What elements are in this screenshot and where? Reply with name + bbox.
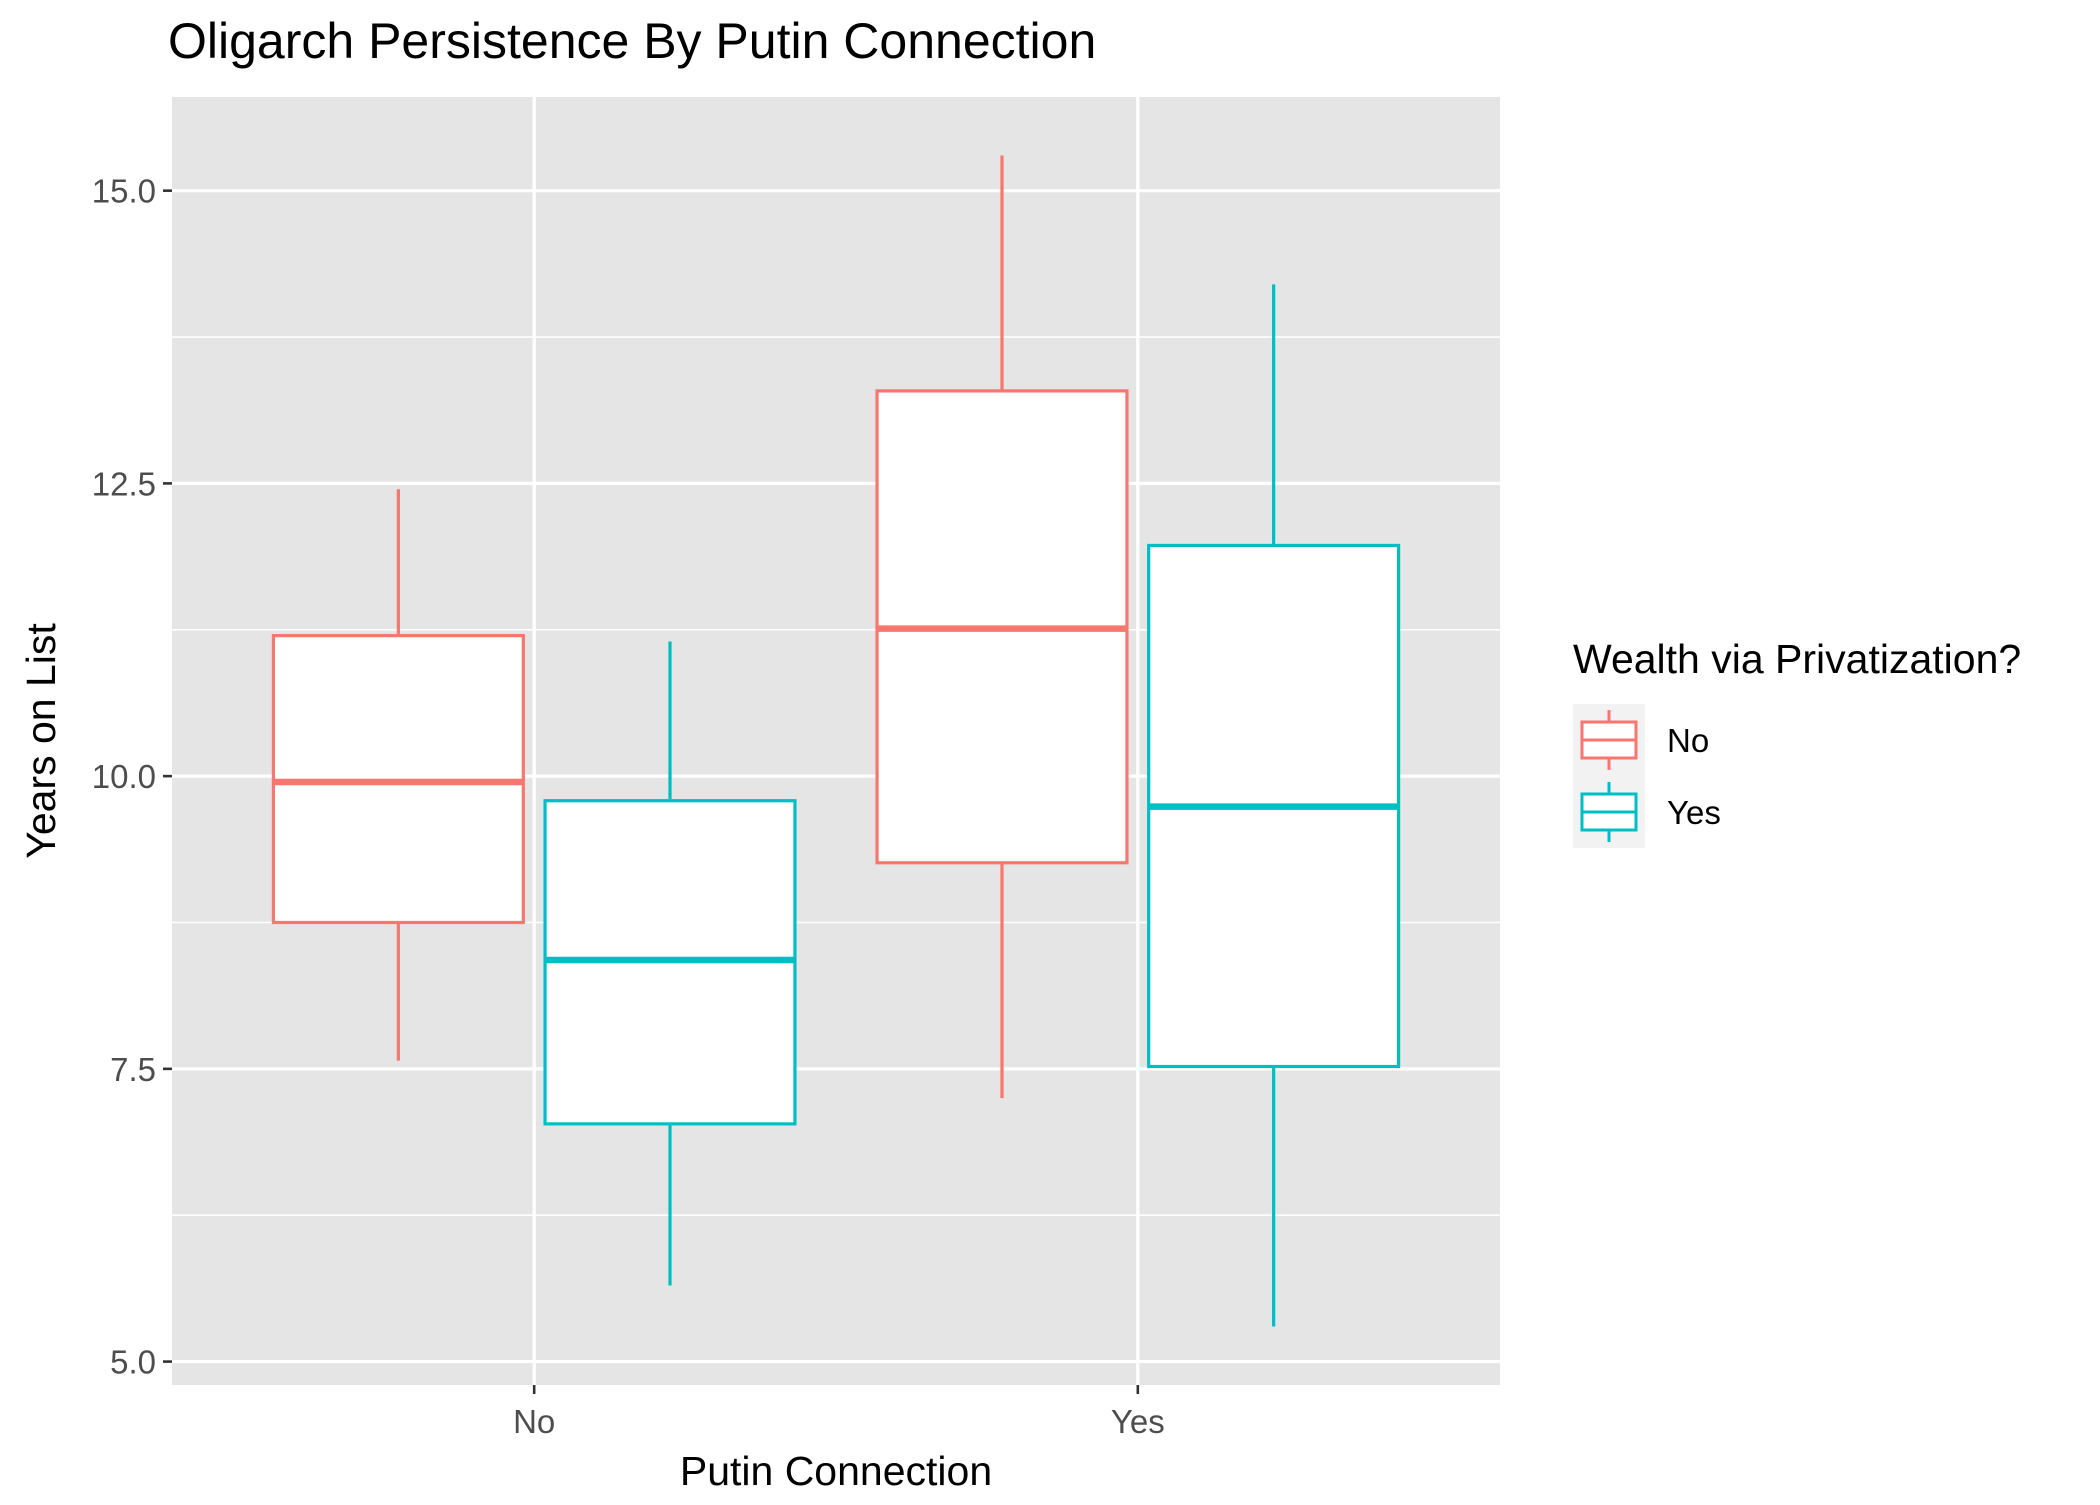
boxplot-box xyxy=(1147,284,1401,1327)
legend-label: Yes xyxy=(1667,794,1721,831)
legend-key: No xyxy=(1573,704,1709,776)
y-tick-label: 10.0 xyxy=(92,758,156,795)
legend-label: No xyxy=(1667,722,1709,759)
legend-key: Yes xyxy=(1573,776,1721,848)
chart-title: Oligarch Persistence By Putin Connection xyxy=(168,13,1096,69)
legend-title: Wealth via Privatization? xyxy=(1573,636,2021,682)
y-tick-label: 15.0 xyxy=(92,173,156,210)
x-tick-label: No xyxy=(513,1403,555,1440)
y-axis-title: Years on List xyxy=(18,623,64,859)
boxplot-box xyxy=(271,489,525,1061)
boxplot-box xyxy=(875,155,1129,1099)
boxplot-box xyxy=(543,641,797,1286)
y-tick-label: 7.5 xyxy=(110,1051,156,1088)
y-tick-label: 12.5 xyxy=(92,465,156,502)
x-tick-label: Yes xyxy=(1111,1403,1165,1440)
y-tick-label: 5.0 xyxy=(110,1344,156,1381)
legend: Wealth via Privatization? No Yes xyxy=(1573,636,2021,848)
boxes xyxy=(271,155,1401,1327)
axes: 5.0 7.5 10.0 12.5 15.0 No Yes xyxy=(92,173,1165,1440)
x-axis-title: Putin Connection xyxy=(680,1448,992,1494)
legend-keys: No Yes xyxy=(1573,704,1721,848)
